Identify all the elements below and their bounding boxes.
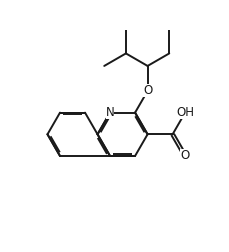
Text: O: O: [143, 84, 152, 98]
Text: N: N: [106, 106, 114, 119]
Text: O: O: [180, 149, 190, 163]
Text: OH: OH: [176, 106, 194, 119]
